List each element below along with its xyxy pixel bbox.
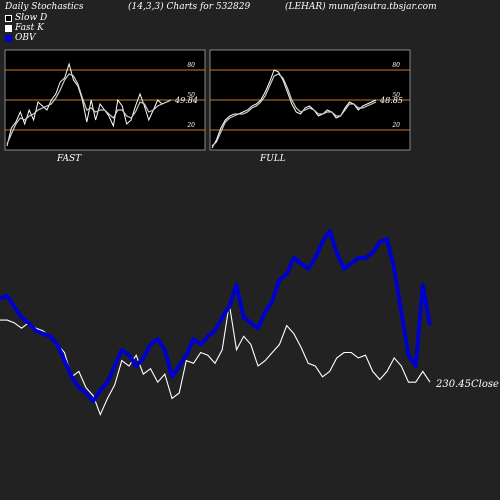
legend-item-fast-k: Fast K <box>5 23 44 33</box>
chart-title-mid: (14,3,3) Charts for 532829 <box>128 2 251 12</box>
stochastic-panel-fast: 80 50 20 49.84 <box>4 49 206 151</box>
last-value-label: 48.85 <box>379 96 403 105</box>
legend-label-slow-d: Slow D <box>15 13 48 23</box>
chart-title-right: (LEHAR) munafasutra.tbsjar.com <box>285 2 437 12</box>
legend-swatch-slow-d <box>5 14 12 22</box>
last-value-label: 49.84 <box>174 96 198 105</box>
legend-swatch-obv <box>5 34 12 42</box>
legend-item-slow-d: Slow D <box>5 13 47 23</box>
legend-label-fast-k: Fast K <box>15 23 44 33</box>
y-tick-label: 50 <box>392 92 400 99</box>
obv-line <box>0 229 432 404</box>
panel-label-fast: FAST <box>56 154 82 164</box>
legend-item-obv: OBV <box>5 33 36 43</box>
stochastic-panel-full: 80 50 20 48.85 <box>209 49 411 151</box>
main-chart: 230.45Close <box>0 229 499 417</box>
chart-title-left: Daily Stochastics <box>5 2 84 12</box>
y-tick-label: 20 <box>186 122 195 129</box>
legend-swatch-fast-k <box>5 24 12 32</box>
series-line-slow-d <box>6 73 172 145</box>
close-value-label: 230.45Close <box>435 379 499 390</box>
legend-label-obv: OBV <box>15 33 36 43</box>
y-tick-label: 80 <box>187 62 195 69</box>
y-tick-label: 50 <box>187 92 195 99</box>
series-line-slow-d <box>211 73 377 147</box>
panel-label-full: FULL <box>259 154 286 164</box>
y-tick-label: 80 <box>392 62 400 69</box>
y-tick-label: 20 <box>391 122 400 129</box>
